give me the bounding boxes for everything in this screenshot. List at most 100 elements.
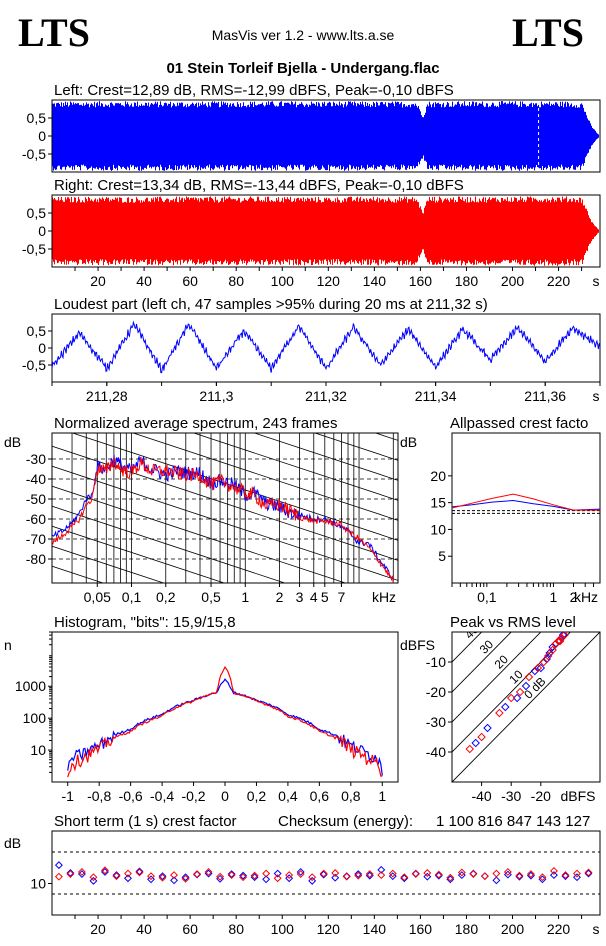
peak-rms-right-point xyxy=(557,633,566,643)
histogram-left-line xyxy=(67,678,383,776)
spectrum-slope-line xyxy=(52,465,398,581)
crest-diagonal-line xyxy=(452,632,542,723)
y-tick-label: -30 xyxy=(426,714,446,730)
spectrum-slope-line xyxy=(253,433,398,481)
short-term-right-point xyxy=(273,874,282,883)
x-unit-label: dBFS xyxy=(560,788,595,804)
y-tick-label: 20 xyxy=(430,468,446,484)
spectrum-slope-line xyxy=(313,433,398,461)
crest-frame xyxy=(451,432,601,584)
short-term-right-point xyxy=(331,869,340,877)
short-term-right-point xyxy=(181,874,190,883)
short-term-left-point xyxy=(515,872,524,881)
short-term-crest-title: Short term (1 s) crest factor xyxy=(54,813,237,830)
y-tick-label: -0,5 xyxy=(22,241,46,257)
short-term-left-point xyxy=(181,873,190,882)
x-tick-label: 40 xyxy=(136,921,152,937)
short-term-right-point xyxy=(124,869,132,878)
short-term-right-point xyxy=(584,868,593,877)
x-tick-label: 1 xyxy=(550,589,558,605)
short-term-left-point xyxy=(526,871,535,880)
x-unit-label: kHz xyxy=(574,589,598,605)
y-tick-label: 0,5 xyxy=(27,323,47,339)
crest-diagonal-line xyxy=(452,632,600,782)
short-term-right-point xyxy=(388,869,397,878)
y-tick-label: 1000 xyxy=(15,678,46,694)
spectrum-slope-line xyxy=(52,565,105,583)
y-tick-label: 10 xyxy=(430,521,446,537)
x-tick-label: 1 xyxy=(378,788,386,804)
y-tick-label: 0,5 xyxy=(27,110,47,126)
peak-rms-left-point xyxy=(521,681,531,691)
y-tick-label: 5 xyxy=(438,548,446,564)
short-term-left-point xyxy=(262,875,271,884)
histogram-plot: 1000 100 10 -1 -0,8 -0,6 -0,4 -0,2 0 0,2 0,4 0,6 0,8… xyxy=(15,631,399,804)
x-tick-label: 7 xyxy=(338,589,346,605)
short-term-left-point xyxy=(296,867,305,876)
short-term-left-point xyxy=(273,869,282,878)
spectrum-ylabel: dB xyxy=(4,434,21,450)
peak-rms-left-point xyxy=(530,666,540,676)
short-term-right-point xyxy=(193,870,202,879)
x-tick-label: 100 xyxy=(271,273,295,289)
short-term-left-point xyxy=(354,870,363,879)
spectrum-slope-line xyxy=(52,505,287,583)
x-tick-label: 160 xyxy=(409,273,433,289)
short-term-left-point xyxy=(584,869,593,878)
short-term-ylabel: dB xyxy=(4,835,21,851)
waveform-signal xyxy=(52,101,599,171)
histogram-title: Histogram, "bits": 15,9/15,8 xyxy=(54,614,236,631)
short-term-left-point xyxy=(365,871,374,880)
x-tick-label: -0,6 xyxy=(119,788,143,804)
short-term-right-point xyxy=(100,866,109,875)
peak-rms-right-point xyxy=(524,672,534,682)
x-tick-label: 220 xyxy=(547,921,571,937)
short-term-right-point xyxy=(469,870,478,879)
peak-rms-right-point xyxy=(515,687,525,697)
short-term-right-point xyxy=(561,871,570,880)
short-term-left-point xyxy=(250,873,259,882)
x-tick-label: 2 xyxy=(570,589,578,605)
x-tick-label: 0,6 xyxy=(310,788,330,804)
x-tick-label: 0,05 xyxy=(84,589,111,605)
x-tick-label: 60 xyxy=(182,273,198,289)
y-tick-label: 15 xyxy=(430,495,446,511)
short-term-right-point xyxy=(147,872,155,881)
x-tick-label: 0,1 xyxy=(122,589,142,605)
peak-rms-left-point xyxy=(501,702,510,712)
short-term-left-point xyxy=(204,869,213,878)
short-term-right-point xyxy=(400,873,409,882)
peak-rms-left-point xyxy=(512,693,522,703)
short-term-left-point xyxy=(66,869,75,877)
y-tick-label: 10 xyxy=(30,742,46,758)
short-term-left-point xyxy=(100,867,109,876)
short-term-right-point xyxy=(135,868,144,877)
short-term-right-point xyxy=(354,871,363,880)
peak-rms-right-point xyxy=(555,636,565,646)
short-term-right-point xyxy=(204,867,213,876)
x-unit-label: s xyxy=(593,921,600,937)
short-term-right-point xyxy=(262,869,271,878)
y-tick-label: 0 xyxy=(38,128,46,144)
short-term-left-point xyxy=(331,873,340,882)
short-term-left-point xyxy=(170,876,178,885)
spectrum-right-line xyxy=(52,456,394,583)
x-unit-label: s xyxy=(593,388,600,404)
short-term-right-point xyxy=(503,867,512,876)
x-tick-label: -30 xyxy=(501,788,521,804)
x-tick-label: 5 xyxy=(321,589,329,605)
short-term-right-point xyxy=(112,872,121,881)
x-tick-label: -0,8 xyxy=(87,788,111,804)
y-tick-label: 100 xyxy=(23,710,47,726)
short-term-left-point xyxy=(124,874,132,883)
spectrum-slope-line xyxy=(52,525,226,583)
x-tick-label: 80 xyxy=(228,921,244,937)
peak-rms-right-point xyxy=(495,708,504,718)
loudest-part-title: Loudest part (left ch, 47 samples >95% d… xyxy=(54,296,488,313)
x-tick-label: 120 xyxy=(317,921,341,937)
peak-rms-right-point xyxy=(548,645,557,655)
spectrum-slope-line xyxy=(52,545,165,583)
short-term-right-point xyxy=(308,873,317,882)
y-tick-label: -80 xyxy=(26,551,46,567)
